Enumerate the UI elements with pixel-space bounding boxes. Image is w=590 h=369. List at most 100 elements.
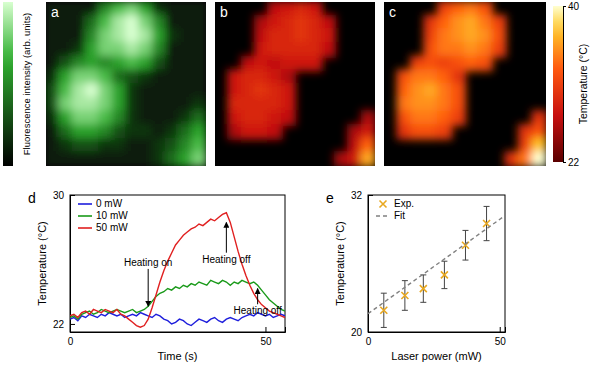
cell	[437, 28, 453, 44]
cell	[192, 138, 206, 154]
cell	[281, 56, 296, 72]
cell	[478, 42, 494, 58]
cell	[281, 69, 296, 85]
cell	[267, 42, 282, 58]
cell	[451, 69, 467, 85]
cell	[192, 83, 206, 99]
cell	[518, 124, 534, 140]
cell	[152, 2, 167, 17]
cell	[397, 110, 413, 126]
tick-label: 20	[351, 327, 363, 338]
y-axis: 2230	[53, 190, 75, 333]
cell	[85, 15, 100, 31]
cell	[254, 28, 269, 44]
cell	[361, 138, 375, 154]
cell	[98, 69, 113, 85]
legend: 0 mW10 mW50 mW	[78, 198, 128, 233]
cell	[112, 15, 127, 31]
x-axis-title: Time (s)	[158, 350, 198, 362]
cell	[178, 15, 193, 31]
cell	[58, 138, 73, 154]
cell	[321, 28, 336, 44]
cell	[410, 69, 426, 85]
panel-label: b	[220, 4, 228, 20]
cell	[165, 151, 180, 166]
cell	[58, 124, 73, 140]
cell	[241, 56, 256, 72]
cell	[294, 2, 309, 17]
cell	[281, 2, 296, 17]
tick-label: 40	[568, 1, 580, 12]
error-bar	[441, 261, 447, 288]
heatmap	[227, 2, 375, 166]
point	[401, 292, 408, 299]
cell	[165, 56, 180, 72]
cell	[267, 28, 282, 44]
cell	[138, 110, 153, 126]
cell	[72, 15, 87, 31]
cell	[178, 56, 193, 72]
cell	[72, 124, 87, 140]
cell	[294, 15, 309, 31]
cell	[424, 110, 440, 126]
cell	[451, 83, 467, 99]
cell	[464, 2, 480, 17]
y-axis-title: Temperature (°C)	[36, 221, 48, 305]
cell	[98, 2, 113, 17]
cell	[72, 138, 87, 154]
cell	[152, 151, 167, 166]
cell	[254, 97, 269, 113]
cell	[58, 97, 73, 113]
legend-item: 50 mW	[78, 222, 128, 233]
cell	[152, 15, 167, 31]
cell	[451, 2, 467, 17]
cell	[267, 124, 282, 140]
tick: 22	[53, 319, 75, 330]
cell	[424, 97, 440, 113]
cell	[98, 28, 113, 44]
cell	[192, 15, 206, 31]
cell	[125, 138, 140, 154]
point	[483, 220, 490, 227]
cell	[281, 97, 296, 113]
cell	[46, 69, 60, 85]
cell	[152, 56, 167, 72]
cell	[267, 69, 282, 85]
legend-swatch	[78, 203, 92, 205]
cell	[85, 97, 100, 113]
cell	[437, 124, 453, 140]
cell	[464, 15, 480, 31]
cell	[46, 110, 60, 126]
plot-area	[368, 206, 505, 327]
cell	[532, 138, 547, 154]
cell	[112, 28, 127, 44]
tick-label: 22	[568, 157, 580, 168]
cell	[112, 83, 127, 99]
cell	[112, 56, 127, 72]
legend-item: 10 mW	[78, 210, 128, 221]
cell	[254, 56, 269, 72]
tick: 32	[351, 190, 373, 201]
cell	[125, 69, 140, 85]
cell	[152, 42, 167, 58]
cell	[192, 97, 206, 113]
cell	[518, 151, 534, 166]
axis-line	[71, 327, 286, 333]
cell	[464, 56, 480, 72]
cell	[478, 2, 494, 17]
tick-mark	[500, 327, 501, 332]
cell	[85, 56, 100, 72]
cell	[138, 138, 153, 154]
tick-label: 32	[351, 190, 363, 201]
cells	[397, 2, 547, 166]
cell	[410, 56, 426, 72]
cell	[424, 42, 440, 58]
figure: aFluorescence intensity (arb. units)bc22…	[0, 0, 590, 369]
cell	[267, 56, 282, 72]
cell	[165, 28, 180, 44]
cell	[254, 15, 269, 31]
cell	[281, 42, 296, 58]
cell	[254, 69, 269, 85]
cell	[294, 42, 309, 58]
cell	[451, 42, 467, 58]
